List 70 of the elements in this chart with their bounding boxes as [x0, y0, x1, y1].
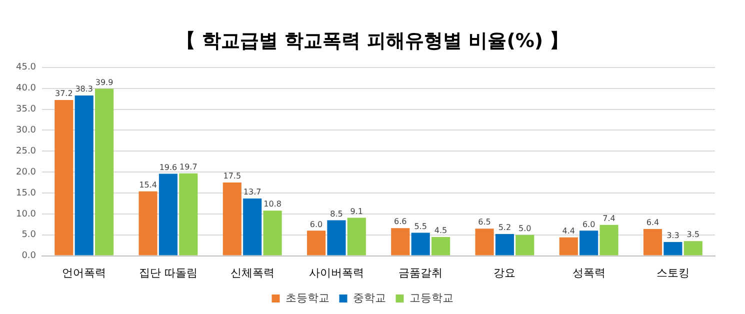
bar	[664, 242, 682, 256]
bar	[600, 224, 618, 256]
bar	[138, 191, 158, 256]
data-label: 6.5	[478, 218, 491, 227]
bar	[643, 229, 662, 256]
bar	[327, 220, 346, 256]
bar	[74, 95, 94, 256]
data-label: 39.9	[95, 78, 114, 87]
data-label: 10.8	[264, 200, 282, 209]
bar	[684, 241, 702, 256]
bar	[263, 210, 282, 256]
bar	[306, 230, 326, 256]
data-label: 3.5	[686, 230, 700, 240]
bar	[516, 234, 534, 256]
data-label: 5.2	[498, 223, 512, 232]
bar	[179, 173, 198, 256]
y-tick-label: 30.0	[16, 126, 36, 136]
data-label: 6.0	[582, 220, 596, 229]
bar	[495, 234, 514, 256]
data-label: 3.3	[666, 231, 680, 240]
bar	[411, 232, 430, 256]
data-label: 6.6	[394, 217, 407, 226]
x-tick-label: 강요	[494, 266, 516, 280]
bar	[95, 88, 114, 256]
y-tick-label: 0.0	[22, 251, 36, 262]
data-label: 4.5	[434, 226, 448, 236]
x-tick-label: 신체폭력	[230, 266, 274, 280]
bar	[158, 174, 178, 256]
data-label: 17.5	[223, 172, 242, 181]
y-tick-label: 15.0	[16, 188, 36, 198]
bar	[475, 228, 494, 256]
bar	[431, 236, 450, 256]
y-tick-label: 35.0	[16, 104, 36, 115]
data-label: 13.7	[243, 188, 262, 197]
data-label: 15.4	[139, 180, 157, 190]
bar	[391, 228, 410, 256]
data-label: 5.5	[414, 222, 427, 231]
legend-label: 고등학교	[409, 291, 454, 304]
x-tick-label: 성폭력	[572, 266, 606, 280]
x-tick-label: 언어폭력	[62, 266, 106, 280]
legend-label: 초등학교	[285, 291, 330, 304]
data-label: 8.5	[330, 209, 343, 218]
data-label: 6.4	[646, 218, 660, 228]
y-tick-label: 20.0	[16, 167, 36, 178]
x-tick-label: 집단 따돌림	[138, 266, 198, 280]
x-tick-label: 금품갈취	[398, 266, 443, 280]
bar	[559, 237, 578, 256]
x-tick-label: 스토킹	[656, 266, 690, 280]
data-label: 7.4	[602, 214, 616, 223]
bar	[243, 198, 262, 256]
x-tick-label: 사이버폭력	[308, 266, 364, 280]
bar	[222, 182, 242, 256]
data-label: 6.0	[310, 220, 323, 229]
data-label: 5.0	[518, 224, 532, 233]
data-label: 38.3	[75, 84, 94, 94]
data-label: 37.2	[55, 89, 73, 98]
data-label: 19.7	[180, 162, 198, 172]
bar	[347, 218, 366, 256]
data-label: 9.1	[350, 206, 364, 216]
y-tick-label: 25.0	[16, 146, 36, 156]
legend-label: 중학교	[352, 291, 386, 304]
y-tick-label: 40.0	[16, 84, 36, 94]
y-tick-label: 10.0	[16, 209, 36, 220]
chart-title: 【 학교급별 학교폭력 피해유형별 비율(%) 】	[175, 29, 570, 54]
y-tick-label: 5.0	[22, 230, 36, 240]
y-tick-label: 45.0	[16, 62, 36, 73]
data-label: 4.4	[562, 226, 575, 236]
bar	[580, 230, 598, 256]
data-label: 19.6	[159, 162, 178, 172]
bar	[54, 100, 74, 256]
